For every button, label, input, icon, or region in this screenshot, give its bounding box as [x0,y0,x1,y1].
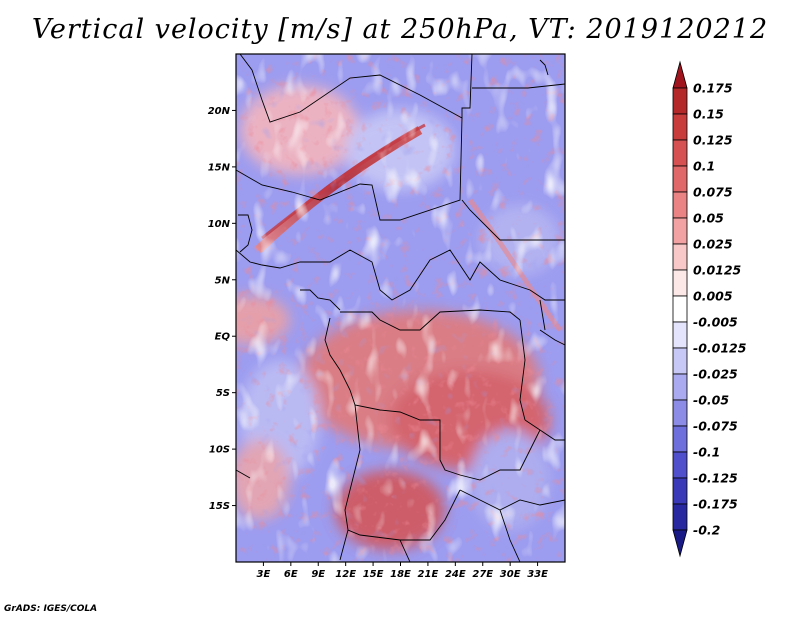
colorbar-swatch [672,165,688,193]
lon-tick-label: 21E [418,569,439,580]
country-borders [236,54,565,562]
lon-tick-label: 24E [445,569,466,580]
lat-tick-label: 20N [208,106,231,117]
footer-credit: GrADS: IGES/COLA [4,604,98,614]
colorbar-swatch [672,87,688,115]
colorbar-label: 0.005 [693,289,733,304]
colorbar-swatch [672,269,688,297]
colorbar-swatch [672,451,688,479]
colorbar-label: -0.125 [693,471,738,486]
lat-tick-label: 5S [216,388,230,399]
colorbar-swatch [672,217,688,245]
colorbar-swatch [672,321,688,349]
lat-tick-label: 15S [209,501,230,512]
lat-tick-label: 15N [208,162,231,173]
colorbar-label: 0.05 [693,211,724,226]
colorbar-swatch [672,243,688,271]
colorbar-label: -0.175 [693,497,738,512]
lat-tick-label: 5N [215,275,231,286]
colorbar-label: 0.0125 [693,263,742,278]
colorbar-swatch [672,399,688,427]
colorbar-swatch [672,529,688,558]
lon-tick-label: 6E [284,569,298,580]
lon-tick-label: 3E [257,569,271,580]
lon-tick-label: 9E [311,569,325,580]
lon-tick-label: 15E [363,569,384,580]
lon-tick-label: 18E [390,569,411,580]
colorbar-label: 0.175 [693,81,733,96]
colorbar-label: -0.025 [693,367,738,382]
colorbar-label: 0.15 [693,107,724,122]
colorbar-swatch [672,191,688,219]
colorbar-swatch [672,477,688,505]
lat-tick-label: 10S [209,445,230,456]
lon-tick-label: 27E [472,569,493,580]
colorbar-swatch [672,139,688,167]
lat-tick-label: EQ [215,332,231,343]
colorbar-swatch [672,113,688,141]
lon-tick-label: 33E [527,569,548,580]
colorbar-label: 0.075 [693,185,733,200]
lat-tick-label: 10N [208,219,231,230]
colorbar-swatch [672,347,688,375]
lon-tick-label: 12E [335,569,356,580]
colorbar-label: -0.2 [693,523,720,538]
colorbar-label: -0.1 [693,445,720,460]
colorbar-label: -0.075 [693,419,738,434]
colorbar-label: -0.05 [693,393,729,408]
latitude-axis: 20N 15N 10N 5N EQ 5S 10S 15S [208,106,236,512]
lon-tick-label: 30E [500,569,521,580]
colorbar-swatch [672,503,688,531]
colorbar-swatch [672,373,688,401]
colorbar-label: 0.1 [693,159,715,174]
colorbar: 0.175 0.15 0.125 0.1 0.075 0.05 0.025 0.0125 0.0… [672,60,747,558]
colorbar-label: -0.0125 [693,341,747,356]
colorbar-swatch [672,295,688,323]
colorbar-label: -0.005 [693,315,738,330]
chart-title: Vertical velocity [m/s] at 250hPa, VT: 2… [31,14,769,45]
colorbar-label: 0.025 [693,237,733,252]
velocity-field [236,54,565,562]
colorbar-swatch [672,60,688,89]
colorbar-swatch [672,425,688,453]
colorbar-label: 0.125 [693,133,733,148]
longitude-axis: 3E 6E 9E 12E 15E 18E 21E 24E 27E 30E 33E [257,562,548,580]
